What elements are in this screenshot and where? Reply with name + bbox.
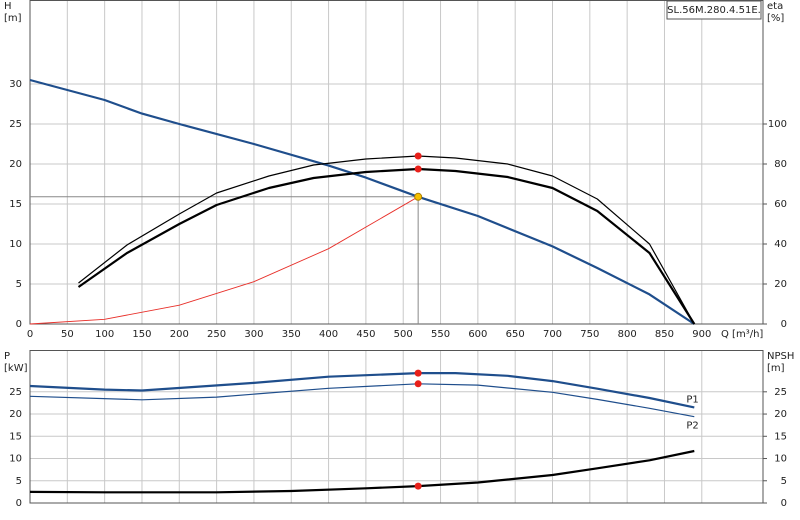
x-tick-label: 400 xyxy=(319,329,338,340)
y2-axis-label: [m] xyxy=(767,363,785,374)
y-tick-label: 10 xyxy=(9,454,22,465)
curve xyxy=(77,167,696,325)
y-tick-label: 25 xyxy=(9,387,22,398)
y2-tick-label: 60 xyxy=(774,199,787,210)
marker xyxy=(414,380,422,388)
plot-frame xyxy=(29,350,764,504)
curve xyxy=(29,78,695,325)
y-axis-label: P xyxy=(4,351,10,362)
x-tick-label: 900 xyxy=(692,329,711,340)
y2-tick-label: 25 xyxy=(774,387,787,398)
y-tick-label: 0 xyxy=(16,319,22,330)
y2-axis-label: eta xyxy=(767,1,783,12)
y2-tick-label: 20 xyxy=(774,279,787,290)
curve xyxy=(29,372,695,409)
y-axis-label: H xyxy=(4,1,12,12)
marker xyxy=(414,369,422,377)
x-tick-label: 700 xyxy=(543,329,562,340)
x-tick-label: 850 xyxy=(655,329,674,340)
y-tick-label: 20 xyxy=(9,409,22,420)
x-tick-label: 650 xyxy=(506,329,525,340)
y2-tick-label: 10 xyxy=(774,454,787,465)
y-tick-label: 5 xyxy=(16,476,22,487)
y2-tick-label: 0 xyxy=(781,319,787,330)
marker xyxy=(414,165,422,173)
y-tick-label: 10 xyxy=(9,239,22,250)
y2-axis-label: [%] xyxy=(767,13,784,24)
series-label: P2 xyxy=(686,421,698,432)
y-tick-label: 15 xyxy=(9,199,22,210)
y2-axis-label: NPSH xyxy=(767,351,794,362)
y2-tick-label: 40 xyxy=(774,239,787,250)
y-tick-label: 25 xyxy=(9,119,22,130)
y-tick-label: 0 xyxy=(16,498,22,509)
x-tick-label: 300 xyxy=(244,329,263,340)
x-tick-label: 0 xyxy=(27,329,33,340)
x-tick-label: 750 xyxy=(580,329,599,340)
y2-tick-label: 20 xyxy=(774,409,787,420)
marker xyxy=(414,152,422,160)
y-tick-label: 15 xyxy=(9,431,22,442)
y-tick-label: 20 xyxy=(9,159,22,170)
curve xyxy=(29,196,419,325)
y-axis-label: [m] xyxy=(4,13,22,24)
marker xyxy=(414,192,423,201)
plot-frame xyxy=(29,0,764,325)
annotation-box xyxy=(666,0,762,20)
curve xyxy=(29,449,695,494)
x-axis-label: Q [m³/h] xyxy=(721,329,763,340)
y2-tick-label: 15 xyxy=(774,431,787,442)
x-tick-label: 500 xyxy=(394,329,413,340)
marker xyxy=(414,482,422,490)
series-label: P1 xyxy=(686,394,698,405)
curve xyxy=(78,155,695,325)
x-tick-label: 600 xyxy=(468,329,487,340)
x-tick-label: 350 xyxy=(282,329,301,340)
x-tick-label: 150 xyxy=(132,329,151,340)
x-tick-label: 450 xyxy=(356,329,375,340)
curve xyxy=(29,383,695,418)
y-tick-label: 5 xyxy=(16,279,22,290)
x-tick-label: 50 xyxy=(61,329,74,340)
y-tick-label: 30 xyxy=(9,79,22,90)
x-tick-label: 200 xyxy=(170,329,189,340)
x-tick-label: 100 xyxy=(95,329,114,340)
y2-tick-label: 0 xyxy=(781,498,787,509)
y-axis-label: [kW] xyxy=(4,363,28,374)
x-tick-label: 800 xyxy=(618,329,637,340)
annotation: SL.56M.280.4.51E. xyxy=(667,5,761,16)
x-tick-label: 550 xyxy=(431,329,450,340)
y2-tick-label: 100 xyxy=(768,119,787,130)
y2-tick-label: 80 xyxy=(774,159,787,170)
y2-tick-label: 5 xyxy=(781,476,787,487)
x-tick-label: 250 xyxy=(207,329,226,340)
